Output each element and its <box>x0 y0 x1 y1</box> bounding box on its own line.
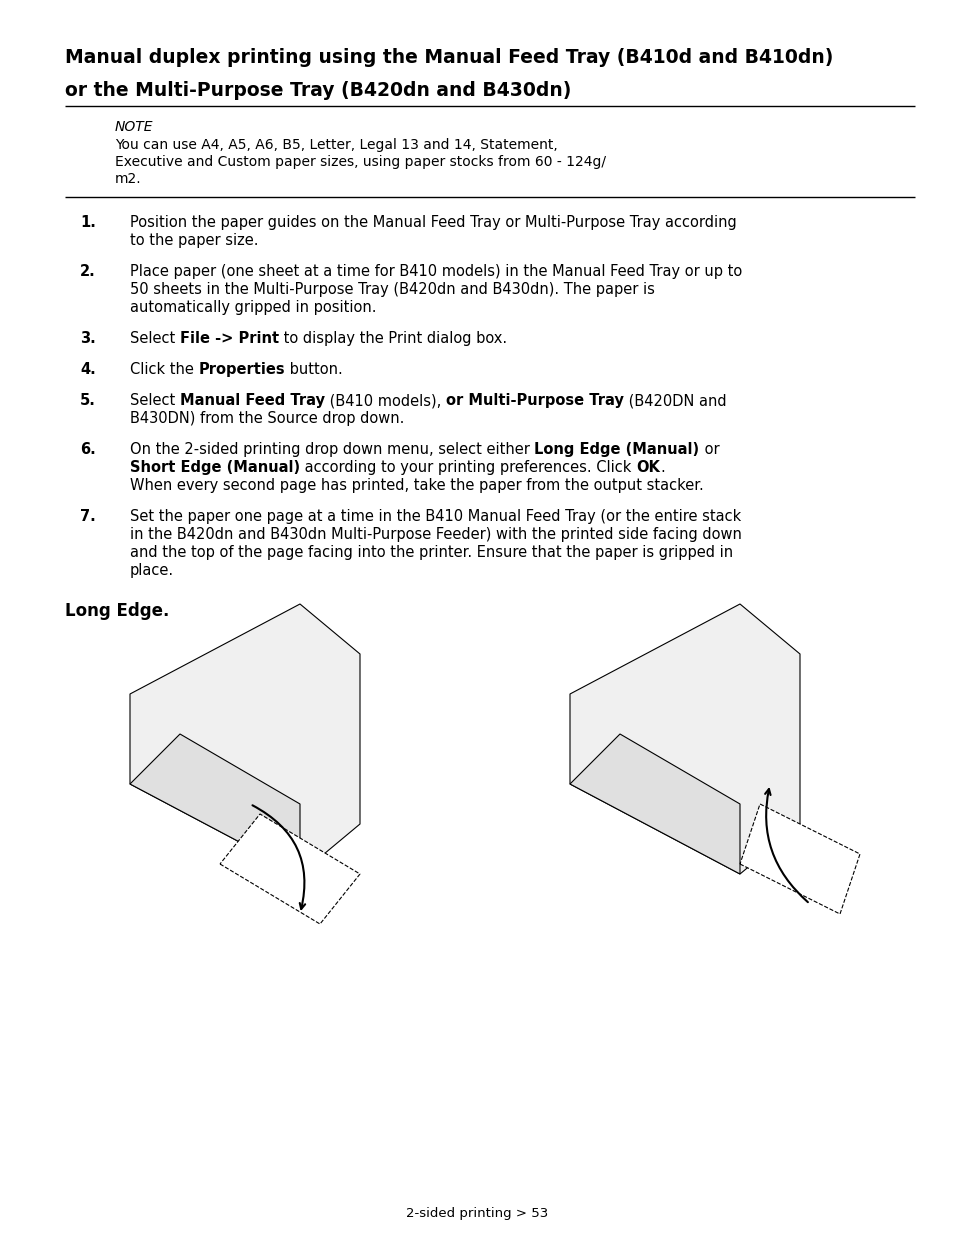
Text: Place paper (one sheet at a time for B410 models) in the Manual Feed Tray or up : Place paper (one sheet at a time for B41… <box>130 264 741 279</box>
Text: Long Edge (Manual): Long Edge (Manual) <box>534 442 699 457</box>
Text: in the B420dn and B430dn Multi-Purpose Feeder) with the printed side facing down: in the B420dn and B430dn Multi-Purpose F… <box>130 527 741 542</box>
Text: 5.: 5. <box>80 393 95 408</box>
Text: Manual Feed Tray: Manual Feed Tray <box>180 393 325 408</box>
Text: according to your printing preferences. Click: according to your printing preferences. … <box>300 459 636 475</box>
Text: OK: OK <box>636 459 659 475</box>
Text: Select: Select <box>130 331 180 346</box>
Text: Executive and Custom paper sizes, using paper stocks from 60 - 124g/: Executive and Custom paper sizes, using … <box>115 156 605 169</box>
Text: m2.: m2. <box>115 172 141 186</box>
Text: and the top of the page facing into the printer. Ensure that the paper is grippe: and the top of the page facing into the … <box>130 545 732 559</box>
Text: 2.: 2. <box>80 264 95 279</box>
Text: 7.: 7. <box>80 509 95 524</box>
Text: Properties: Properties <box>198 362 285 377</box>
Text: When every second page has printed, take the paper from the output stacker.: When every second page has printed, take… <box>130 478 703 493</box>
Text: 4.: 4. <box>80 362 95 377</box>
Text: or: or <box>699 442 719 457</box>
Text: Long Edge.: Long Edge. <box>65 601 170 620</box>
Text: 3.: 3. <box>80 331 95 346</box>
Polygon shape <box>740 804 859 914</box>
Text: Click the: Click the <box>130 362 198 377</box>
Text: Set the paper one page at a time in the B410 Manual Feed Tray (or the entire sta: Set the paper one page at a time in the … <box>130 509 740 524</box>
Text: Select: Select <box>130 393 180 408</box>
Text: or Multi-Purpose Tray: or Multi-Purpose Tray <box>445 393 623 408</box>
Text: Manual duplex printing using the Manual Feed Tray (B410d and B410dn): Manual duplex printing using the Manual … <box>65 48 833 67</box>
Polygon shape <box>220 814 359 924</box>
Text: (B420DN and: (B420DN and <box>623 393 725 408</box>
Text: 50 sheets in the Multi-Purpose Tray (B420dn and B430dn). The paper is: 50 sheets in the Multi-Purpose Tray (B42… <box>130 282 654 296</box>
Polygon shape <box>130 604 359 874</box>
Polygon shape <box>130 734 299 874</box>
Text: to the paper size.: to the paper size. <box>130 233 258 248</box>
Text: Position the paper guides on the Manual Feed Tray or Multi-Purpose Tray accordin: Position the paper guides on the Manual … <box>130 215 736 230</box>
Text: .: . <box>659 459 664 475</box>
Text: File -> Print: File -> Print <box>180 331 278 346</box>
Text: 1.: 1. <box>80 215 95 230</box>
Text: On the 2-sided printing drop down menu, select either: On the 2-sided printing drop down menu, … <box>130 442 534 457</box>
Text: place.: place. <box>130 563 174 578</box>
Text: 6.: 6. <box>80 442 95 457</box>
Text: You can use A4, A5, A6, B5, Letter, Legal 13 and 14, Statement,: You can use A4, A5, A6, B5, Letter, Lega… <box>115 138 558 152</box>
Polygon shape <box>569 734 740 874</box>
Text: Short Edge (Manual): Short Edge (Manual) <box>130 459 300 475</box>
Text: button.: button. <box>285 362 342 377</box>
Text: NOTE: NOTE <box>115 120 153 135</box>
Text: (B410 models),: (B410 models), <box>325 393 445 408</box>
Text: to display the Print dialog box.: to display the Print dialog box. <box>278 331 507 346</box>
Text: automatically gripped in position.: automatically gripped in position. <box>130 300 376 315</box>
Text: B430DN) from the Source drop down.: B430DN) from the Source drop down. <box>130 411 404 426</box>
Text: or the Multi-Purpose Tray (B420dn and B430dn): or the Multi-Purpose Tray (B420dn and B4… <box>65 82 571 100</box>
Text: 2-sided printing > 53: 2-sided printing > 53 <box>405 1207 548 1220</box>
Polygon shape <box>569 604 800 874</box>
